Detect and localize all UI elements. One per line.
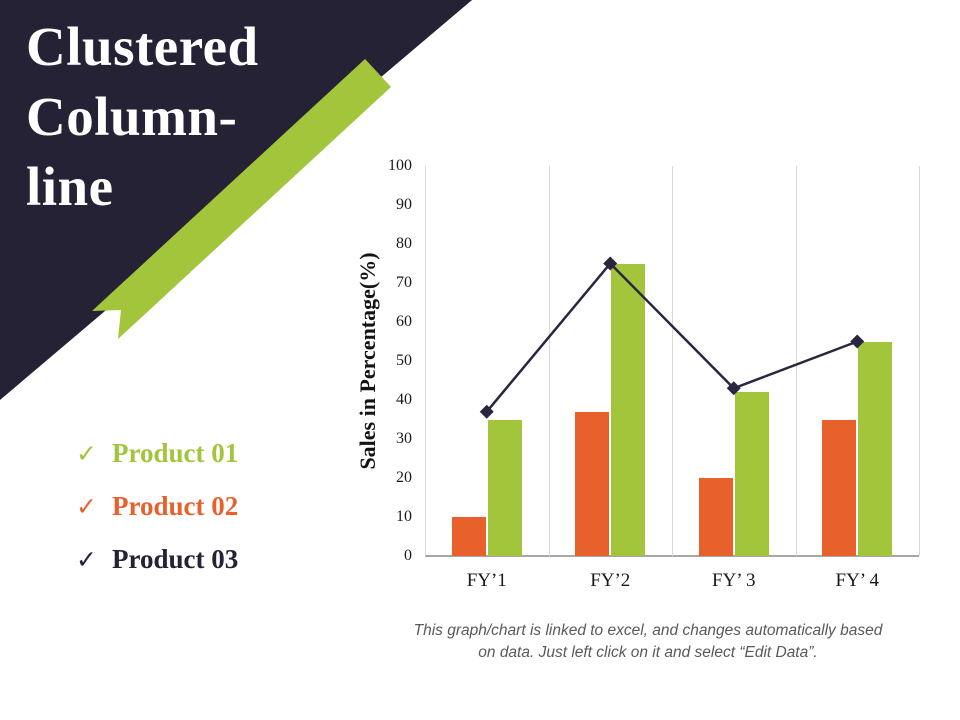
checkmark-icon: ✓ (76, 547, 97, 574)
y-tick-label: 80 (396, 235, 412, 252)
line-path (485, 261, 858, 413)
gridline (425, 166, 426, 556)
caption-line-1: This graph/chart is linked to excel, and… (413, 622, 883, 639)
legend-item-product-02: ✓ Product 02 (76, 491, 238, 522)
title-line-2: Column- (26, 85, 238, 147)
y-tick-label: 40 (396, 391, 412, 408)
gridline (672, 166, 673, 556)
title-line-1: Clustered (26, 16, 259, 77)
green-ribbon (92, 59, 391, 339)
y-tick-label: 10 (396, 508, 412, 525)
x-axis-line (425, 555, 919, 557)
legend-label: Product 02 (111, 491, 239, 521)
y-tick-label: 60 (396, 313, 412, 330)
legend-label: Product 01 (111, 438, 239, 468)
bar-product-01 (734, 392, 769, 556)
y-tick-label: 30 (396, 430, 412, 447)
y-tick-label: 100 (388, 157, 412, 174)
bar-product-02 (698, 478, 733, 556)
y-tick-label: 90 (396, 196, 412, 213)
bar-product-02 (822, 419, 857, 556)
x-tick-label: FY’ 4 (835, 570, 879, 591)
x-axis-labels: FY’1 FY’2 FY’ 3 FY’ 4 (425, 570, 919, 600)
gridline (795, 166, 797, 556)
gridline (919, 166, 920, 556)
x-tick-label: FY’1 (466, 570, 507, 591)
checkmark-icon: ✓ (76, 441, 97, 468)
legend-label: Product 03 (111, 544, 239, 574)
y-tick-label: 20 (396, 469, 412, 486)
chart-caption: This graph/chart is linked to excel, and… (370, 620, 926, 665)
y-tick-label: 50 (396, 352, 412, 369)
title-line-3: line (26, 155, 114, 217)
legend-item-product-01: ✓ Product 01 (76, 438, 238, 469)
y-axis-ticks: 0 10 20 30 40 50 60 70 80 90 100 (350, 157, 412, 564)
diamond-marker-icon (726, 381, 741, 396)
bar-product-02 (575, 411, 610, 556)
bar-product-01 (858, 341, 893, 556)
diamond-marker-icon (850, 334, 865, 349)
caption-line-2: on data. Just left click on it and selec… (478, 644, 818, 662)
gridline (548, 166, 550, 556)
page-title: Clustered Column- line (26, 12, 259, 222)
diamond-marker-icon (603, 256, 618, 271)
plot-area (425, 166, 920, 557)
x-tick-label: FY’2 (590, 570, 631, 591)
y-tick-label: 70 (396, 274, 412, 291)
y-tick-label: 0 (404, 547, 412, 564)
x-tick-label: FY’ 3 (712, 570, 756, 591)
diamond-marker-icon (479, 404, 494, 419)
bar-product-01 (487, 419, 522, 556)
legend-item-product-03: ✓ Product 03 (76, 544, 238, 575)
line-series (479, 256, 865, 419)
legend: ✓ Product 01 ✓ Product 02 ✓ Product 03 (76, 438, 238, 575)
bar-product-02 (451, 517, 486, 556)
bar-product-01 (611, 263, 646, 556)
checkmark-icon: ✓ (76, 494, 97, 521)
